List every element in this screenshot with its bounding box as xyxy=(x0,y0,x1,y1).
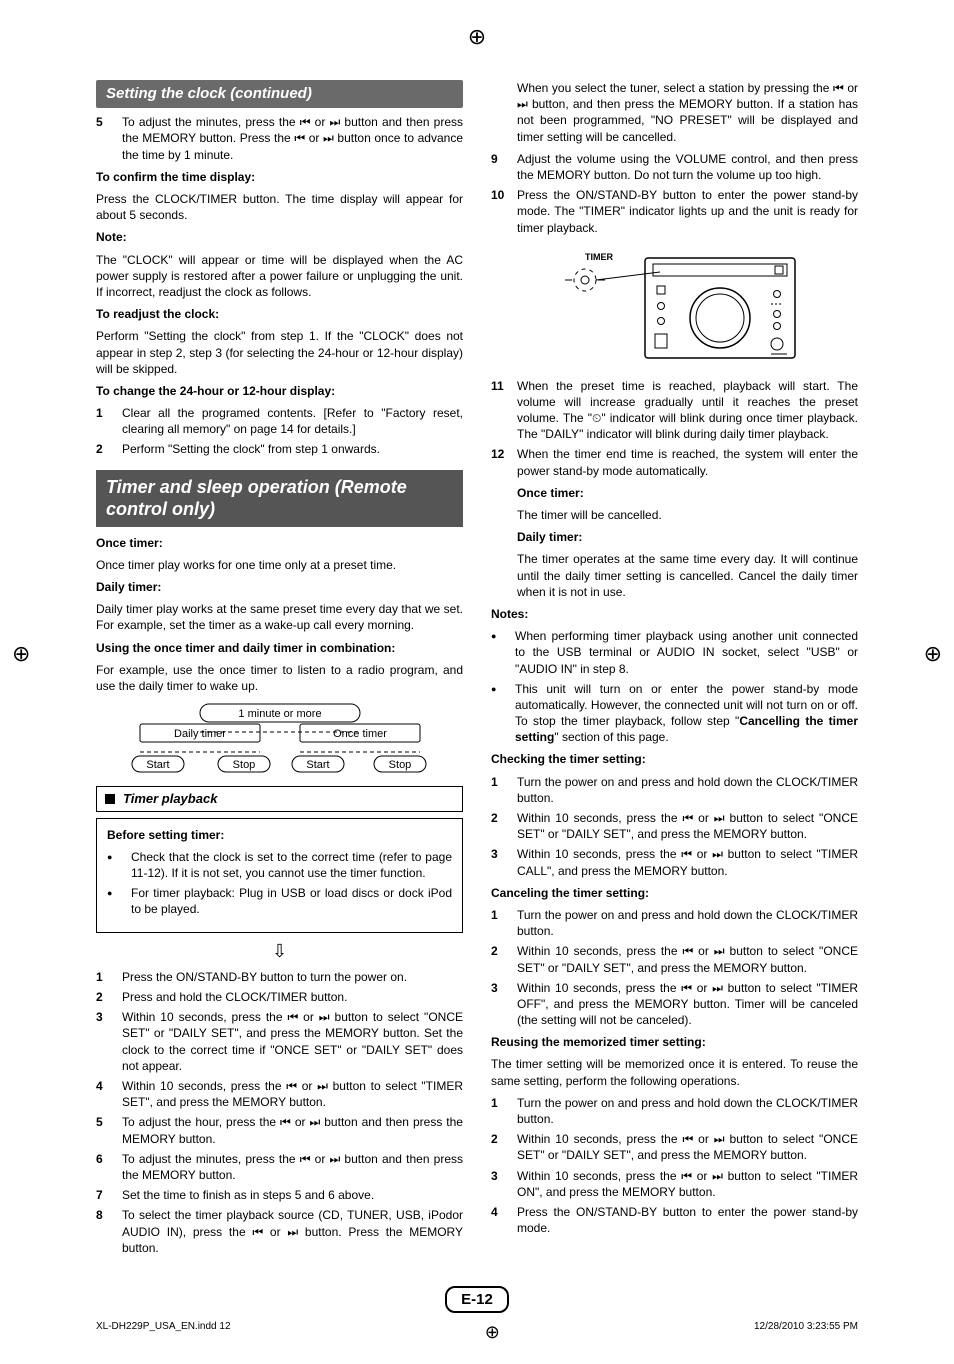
step-item: 3Within 10 seconds, press the ⏮ or ⏭ but… xyxy=(491,846,858,878)
body-text: Press the CLOCK/TIMER button. The time d… xyxy=(96,191,463,223)
footer: XL-DH229P_USA_EN.indd 12 ⊕ 12/28/2010 3:… xyxy=(0,1310,954,1344)
step-item: 11When the preset time is reached, playb… xyxy=(491,378,858,443)
step-item: 5To adjust the hour, press the ⏮ or ⏭ bu… xyxy=(96,1114,463,1146)
diagram-label: Stop xyxy=(232,759,255,771)
step-text: To adjust the minutes, press the ⏮ or ⏭ … xyxy=(122,114,463,163)
bullet-item: For timer playback: Plug in USB or load … xyxy=(107,885,452,917)
step-item: 1Turn the power on and press and hold do… xyxy=(491,774,858,806)
square-bullet-icon xyxy=(105,794,115,804)
step-item: 1Turn the power on and press and hold do… xyxy=(491,907,858,939)
body-text: Perform "Setting the clock" from step 1.… xyxy=(96,328,463,377)
subheading: Once timer: xyxy=(517,485,858,501)
diagram-label: Daily timer xyxy=(174,728,226,740)
subheading: To change the 24-hour or 12-hour display… xyxy=(96,383,463,399)
subheading: Notes: xyxy=(491,606,858,622)
down-arrow-icon: ⇩ xyxy=(96,939,463,963)
step-item: 1Press the ON/STAND-BY button to turn th… xyxy=(96,969,463,985)
step-item: 3Within 10 seconds, press the ⏮ or ⏭ but… xyxy=(491,980,858,1029)
step-item: 4Within 10 seconds, press the ⏮ or ⏭ but… xyxy=(96,1078,463,1110)
body-text: The timer setting will be memorized once… xyxy=(491,1056,858,1088)
diagram-label: Stop xyxy=(388,759,411,771)
body-text: The timer operates at the same time ever… xyxy=(517,551,858,600)
sub-section-title: Timer playback xyxy=(123,790,217,808)
step-item: 4Press the ON/STAND-BY button to enter t… xyxy=(491,1204,858,1236)
step-item: 12When the timer end time is reached, th… xyxy=(491,446,858,478)
sub-section-bar: Timer playback xyxy=(96,786,463,812)
subheading: Canceling the timer setting: xyxy=(491,885,858,901)
before-setting-box: Before setting timer: Check that the clo… xyxy=(96,818,463,933)
body-text: When you select the tuner, select a stat… xyxy=(517,80,858,145)
step-item: 1Clear all the programed contents. [Refe… xyxy=(96,405,463,437)
subheading: To readjust the clock: xyxy=(96,306,463,322)
step-item: 3Within 10 seconds, press the ⏮ or ⏭ but… xyxy=(491,1168,858,1200)
subheading: Before setting timer: xyxy=(107,827,452,843)
subheading: Daily timer: xyxy=(517,529,858,545)
right-column: When you select the tuner, select a stat… xyxy=(491,80,858,1262)
device-figure: TIMER xyxy=(545,246,805,366)
subheading: Note: xyxy=(96,229,463,245)
step-item: 7Set the time to finish as in steps 5 an… xyxy=(96,1187,463,1203)
body-text: Daily timer play works at the same prese… xyxy=(96,601,463,633)
subheading: Checking the timer setting: xyxy=(491,751,858,767)
step-item: 2Within 10 seconds, press the ⏮ or ⏭ but… xyxy=(491,943,858,975)
header-bar: Setting the clock (continued) xyxy=(96,80,463,108)
diagram-label: 1 minute or more xyxy=(238,708,321,720)
body-text: The timer will be cancelled. xyxy=(517,507,858,523)
step-item: 2Press and hold the CLOCK/TIMER button. xyxy=(96,989,463,1005)
registration-mark-icon: ⊕ xyxy=(485,1320,500,1344)
subheading: Daily timer: xyxy=(96,579,463,595)
step-item: 10Press the ON/STAND-BY button to enter … xyxy=(491,187,858,236)
step-item: 2Within 10 seconds, press the ⏮ or ⏭ but… xyxy=(491,810,858,842)
step-number: 5 xyxy=(96,114,112,163)
step-item: 2Perform "Setting the clock" from step 1… xyxy=(96,441,463,457)
subheading: To confirm the time display: xyxy=(96,169,463,185)
bullet-item: When performing timer playback using ano… xyxy=(491,628,858,677)
section-title: Timer and sleep operation (Remote contro… xyxy=(96,470,463,527)
bullet-item: Check that the clock is set to the corre… xyxy=(107,849,452,881)
timer-diagram: 1 minute or more Daily timer Once timer … xyxy=(130,702,430,776)
step-item: 9Adjust the volume using the VOLUME cont… xyxy=(491,151,858,183)
footer-filename: XL-DH229P_USA_EN.indd 12 xyxy=(96,1320,231,1344)
subheading: Reusing the memorized timer setting: xyxy=(491,1034,858,1050)
playback-steps: 1Press the ON/STAND-BY button to turn th… xyxy=(96,969,463,1256)
diagram-label: Start xyxy=(306,759,329,771)
step-item: 2Within 10 seconds, press the ⏮ or ⏭ but… xyxy=(491,1131,858,1163)
footer-timestamp: 12/28/2010 3:23:55 PM xyxy=(754,1320,858,1344)
step-item: 3Within 10 seconds, press the ⏮ or ⏭ but… xyxy=(96,1009,463,1074)
page-number-label: E-12 xyxy=(445,1286,509,1313)
subheading: Using the once timer and daily timer in … xyxy=(96,640,463,656)
body-text: The "CLOCK" will appear or time will be … xyxy=(96,252,463,301)
timer-label: TIMER xyxy=(585,252,613,262)
subheading: Once timer: xyxy=(96,535,463,551)
left-column: Setting the clock (continued) 5 To adjus… xyxy=(96,80,463,1262)
bullet-item: This unit will turn on or enter the powe… xyxy=(491,681,858,746)
page-content: Setting the clock (continued) 5 To adjus… xyxy=(0,40,954,1272)
step-item: 8To select the timer playback source (CD… xyxy=(96,1207,463,1256)
diagram-label: Once timer xyxy=(333,728,387,740)
body-text: For example, use the once timer to liste… xyxy=(96,662,463,694)
step-item: 1Turn the power on and press and hold do… xyxy=(491,1095,858,1127)
diagram-label: Start xyxy=(146,759,169,771)
body-text: Once timer play works for one time only … xyxy=(96,557,463,573)
step-item: 5 To adjust the minutes, press the ⏮ or … xyxy=(96,114,463,163)
step-item: 6To adjust the minutes, press the ⏮ or ⏭… xyxy=(96,1151,463,1183)
page-number: E-12 xyxy=(0,1290,954,1310)
